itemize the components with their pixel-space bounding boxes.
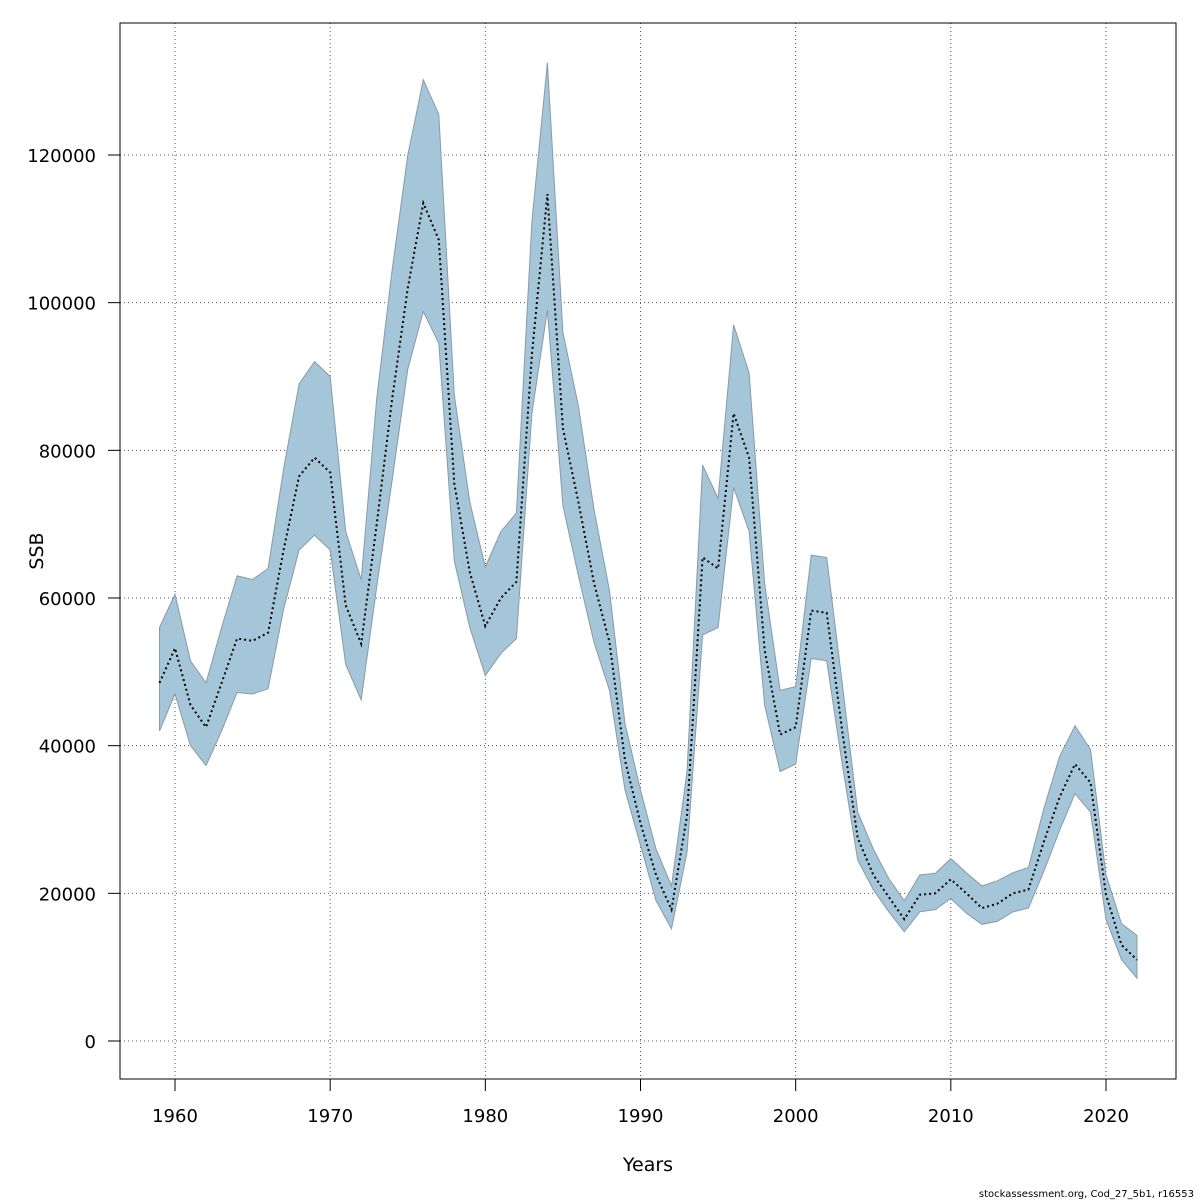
x-axis-title: Years (622, 1154, 673, 1176)
x-tick-label: 1990 (618, 1106, 664, 1127)
y-tick-label: 40000 (39, 737, 96, 758)
footer-credit: stockassessment.org, Cod_27_5b1, r16553 (979, 1189, 1194, 1200)
y-tick-label: 60000 (39, 589, 96, 610)
plot-frame (119, 22, 1177, 1080)
y-tick-label: 100000 (27, 294, 96, 315)
x-tick-label: 2020 (1083, 1106, 1129, 1127)
y-axis: 0 20000 40000 60000 80000 100000 120000 (27, 146, 120, 1053)
x-tick-label: 1960 (152, 1106, 198, 1127)
ssb-estimate-line (158, 194, 1138, 961)
y-tick-label: 0 (85, 1032, 96, 1053)
grid-lines (120, 23, 1176, 1079)
y-tick-label: 20000 (39, 884, 96, 905)
y-axis-title: SSB (26, 532, 48, 569)
x-tick-label: 2010 (928, 1106, 974, 1127)
x-axis: 1960 1970 1980 1990 2000 2010 2020 (152, 1079, 1129, 1127)
y-tick-label: 120000 (27, 146, 96, 167)
x-tick-label: 2000 (773, 1106, 819, 1127)
y-tick-label: 80000 (39, 441, 96, 462)
x-tick-label: 1980 (462, 1106, 508, 1127)
x-tick-label: 1970 (307, 1106, 353, 1127)
confidence-band (159, 62, 1138, 980)
